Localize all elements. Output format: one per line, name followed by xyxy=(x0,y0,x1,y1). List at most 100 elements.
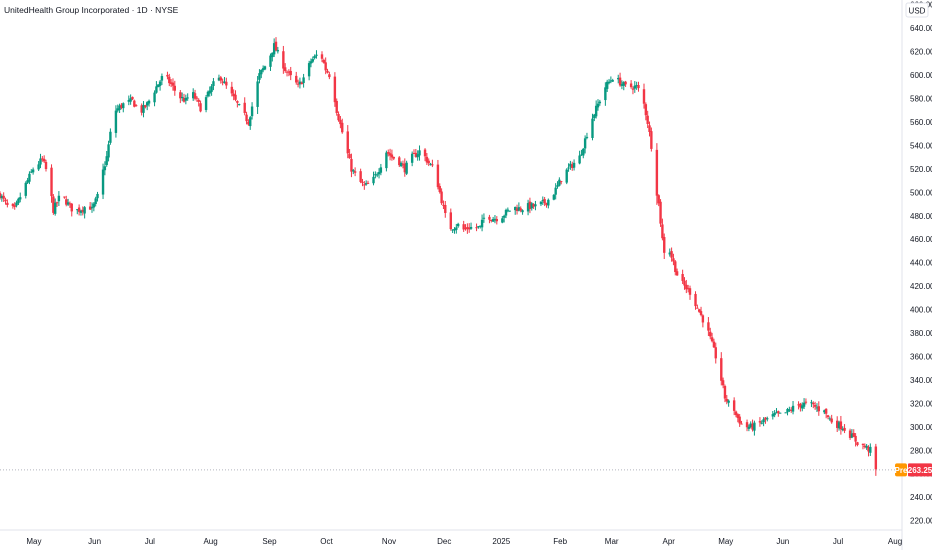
candle-body xyxy=(502,215,506,218)
candle-body xyxy=(296,83,300,85)
time-tick-label: Jul xyxy=(833,537,843,546)
candle-body xyxy=(466,227,469,230)
candle-body xyxy=(52,196,55,213)
candle-body xyxy=(28,173,31,182)
candle-body xyxy=(363,184,366,186)
candle-body xyxy=(352,170,355,172)
candle-body xyxy=(732,400,736,411)
candle-body xyxy=(101,169,105,195)
candle-body xyxy=(88,206,92,210)
candle-body xyxy=(256,81,259,107)
candle-body xyxy=(508,210,511,212)
candle-body xyxy=(532,204,535,207)
candle-body xyxy=(836,420,839,428)
candle-body xyxy=(482,217,486,219)
current-price-badge: Pre 263.25 xyxy=(895,463,932,477)
candle-body xyxy=(0,193,2,199)
candle-body xyxy=(758,421,762,423)
candle-body xyxy=(245,114,248,122)
candle-body xyxy=(504,209,508,216)
candle-body xyxy=(488,216,491,220)
candle-body xyxy=(133,100,136,107)
candle-body xyxy=(824,408,828,414)
price-tick-label: 400.00 xyxy=(910,306,932,315)
candle-body xyxy=(37,164,40,170)
candle-body xyxy=(501,218,504,223)
candle-body xyxy=(740,423,743,425)
candle-body xyxy=(392,156,395,159)
price-tick-label: 600.00 xyxy=(910,71,932,80)
candle-body xyxy=(26,180,29,183)
candle-body xyxy=(495,219,498,222)
currency-button[interactable]: USD xyxy=(905,2,929,18)
candle-body xyxy=(410,153,414,163)
candle-body xyxy=(307,63,311,77)
candle-body xyxy=(674,261,677,273)
candle-body xyxy=(760,422,763,424)
candle-body xyxy=(723,385,727,399)
candle-body xyxy=(681,273,684,281)
candle-body xyxy=(480,219,484,228)
candle-body xyxy=(635,85,638,87)
candle-body xyxy=(696,307,699,309)
candle-body xyxy=(655,149,659,196)
candle-body xyxy=(663,237,666,253)
candle-body xyxy=(637,85,640,89)
candle-body xyxy=(552,194,556,200)
candle-body xyxy=(429,163,432,165)
candle-body xyxy=(204,97,208,110)
candle-body xyxy=(593,114,596,119)
candle-body xyxy=(223,81,226,84)
candle-body xyxy=(284,67,287,71)
candle-body xyxy=(90,207,94,209)
candle-body xyxy=(462,224,465,230)
premarket-badge-label: Pre xyxy=(895,466,908,475)
candle-body xyxy=(63,196,66,198)
candle-body xyxy=(720,358,723,381)
currency-label[interactable]: USD xyxy=(909,7,926,16)
candle-body xyxy=(442,204,445,206)
candle-body xyxy=(569,163,572,167)
candle-body xyxy=(753,422,756,431)
price-tick-label: 360.00 xyxy=(910,352,932,361)
time-tick-label: Apr xyxy=(662,537,675,546)
candle-body xyxy=(390,154,394,158)
candle-body xyxy=(725,398,728,402)
candle-body xyxy=(298,81,302,85)
candle-body xyxy=(234,94,237,100)
candle-body xyxy=(311,59,314,62)
candle-body xyxy=(431,164,434,166)
candle-body xyxy=(160,76,164,81)
candle-body xyxy=(42,158,46,162)
candle-body xyxy=(762,419,765,423)
candle-body xyxy=(583,138,587,149)
currency-button-frame[interactable] xyxy=(905,2,929,18)
price-axis[interactable]: 220.00240.00260.00280.00300.00320.00340.… xyxy=(910,1,932,526)
candle-body xyxy=(120,104,123,108)
premarket-badge-bg xyxy=(895,463,907,477)
candle-body xyxy=(219,77,222,81)
candle-body xyxy=(398,157,401,166)
candle-body xyxy=(50,167,53,197)
candle-body xyxy=(766,418,769,420)
candle-body xyxy=(282,51,285,69)
current-price-label: 263.25 xyxy=(908,466,932,475)
candle-body xyxy=(274,41,278,51)
price-tick-label: 560.00 xyxy=(910,118,932,127)
candle-body xyxy=(449,212,452,230)
candle-body xyxy=(324,62,327,71)
candle-body xyxy=(140,105,143,113)
price-tick-label: 500.00 xyxy=(910,188,932,197)
candle-body xyxy=(11,203,15,207)
candle-body xyxy=(401,163,405,165)
candle-body xyxy=(491,219,495,222)
candle-body xyxy=(399,162,403,167)
candle-body xyxy=(346,131,349,154)
candle-body xyxy=(440,191,443,204)
time-axis[interactable]: May Jun Jul Aug Sep Oct Nov Dec 2025 Feb Mar Apr May… xyxy=(26,537,902,546)
candle-body xyxy=(83,207,86,214)
candle-body xyxy=(775,412,778,414)
price-tick-label: 280.00 xyxy=(910,446,932,455)
candle-body xyxy=(578,155,581,164)
candle-body xyxy=(801,405,804,409)
